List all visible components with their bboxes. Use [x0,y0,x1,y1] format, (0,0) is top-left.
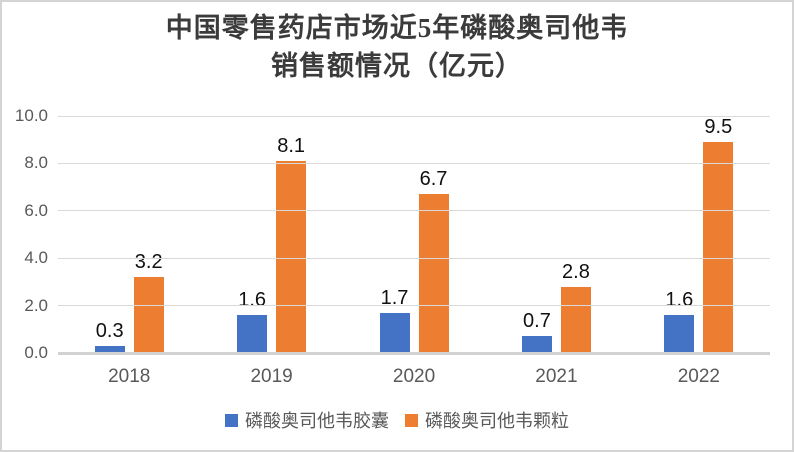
bar-value-label: 0.3 [95,319,124,342]
bar-value-label: 1.6 [665,289,694,312]
legend-label: 磷酸奥司他韦颗粒 [425,411,569,431]
gridline [58,162,770,164]
bar-磷酸奥司他韦胶囊-2019 [237,315,268,353]
bar-group-2018: 0.3 3.2 [58,116,200,353]
chart-title: 中国零售药店市场近5年磷酸奥司他韦 销售额情况（亿元） [165,13,629,81]
legend: 磷酸奥司他韦胶囊 磷酸奥司他韦颗粒 [2,407,792,433]
bar-group-2019: 1.6 8.1 [200,116,342,353]
bar-value-label: 0.7 [523,310,551,333]
bar-磷酸奥司他韦胶囊-2018 [94,345,125,353]
plot-area: 0.3 3.2 1.6 8.1 1.7 6.7 0.7 2.8 1.6 9.5 2018 2019 2… [15,106,770,387]
gridline [58,305,770,307]
bar-wrap: 0.7 [521,116,552,353]
bar-value-label: 1.7 [380,286,409,309]
bar-wrap: 0.3 [94,116,125,353]
bar-wrap: 1.7 [379,116,410,353]
legend-item: 磷酸奥司他韦胶囊 [225,407,389,433]
bar-磷酸奥司他韦胶囊-2021 [521,336,552,353]
bar-value-label: 1.6 [238,289,267,312]
gridline [58,210,770,212]
bar-wrap: 1.6 [237,116,268,353]
bar-value-label: 2.8 [562,260,590,283]
y-axis-tick-label: 6.0 [24,200,48,220]
bar-磷酸奥司他韦颗粒-2019 [276,161,307,353]
bar-磷酸奥司他韦颗粒-2020 [418,194,449,353]
bar-group-2022: 1.6 9.5 [628,116,770,353]
bar-groups: 0.3 3.2 1.6 8.1 1.7 6.7 0.7 2.8 1.6 9.5 [58,116,770,353]
x-axis-category-label: 2020 [392,366,436,387]
bar-value-label: 8.1 [277,135,306,158]
legend-swatch [225,413,238,427]
y-axis-tick-label: 0.0 [24,343,48,362]
x-axis-category-label: 2018 [108,366,151,387]
y-axis-tick-label: 10.0 [14,106,48,125]
legend-item: 磷酸奥司他韦颗粒 [405,407,569,433]
x-axis-category-label: 2022 [677,366,720,387]
x-axis-category-label: 2021 [535,366,578,387]
bar-value-label: 9.5 [704,116,733,138]
gridline [58,257,770,259]
legend-swatch [405,413,418,427]
bar-wrap: 8.1 [276,116,307,353]
bar-group-2020: 1.7 6.7 [343,116,485,353]
x-axis-category-label: 2019 [250,366,293,387]
bar-value-label: 3.2 [134,251,163,274]
bar-wrap: 9.5 [703,116,734,353]
bar-磷酸奥司他韦颗粒-2021 [560,286,591,353]
category-labels: 2018 2019 2020 2021 2022 [58,366,770,388]
y-axis-tick-label: 8.0 [24,153,48,173]
bar-wrap: 3.2 [133,116,164,353]
bar-磷酸奥司他韦胶囊-2022 [664,315,695,353]
y-axis-tick-label: 4.0 [24,248,48,268]
bar-磷酸奥司他韦颗粒-2018 [133,277,164,353]
x-axis-line [58,352,770,355]
bar-wrap: 6.7 [418,116,449,353]
legend-label: 磷酸奥司他韦胶囊 [245,411,389,431]
y-axis-tick-label: 2.0 [24,295,48,315]
gridline [58,115,770,117]
bar-wrap: 1.6 [664,116,695,353]
bar-group-2021: 0.7 2.8 [485,116,627,353]
bar-value-label: 6.7 [419,168,448,191]
bar-磷酸奥司他韦颗粒-2022 [703,142,734,353]
bar-wrap: 2.8 [560,116,591,353]
bar-磷酸奥司他韦胶囊-2020 [379,312,410,353]
